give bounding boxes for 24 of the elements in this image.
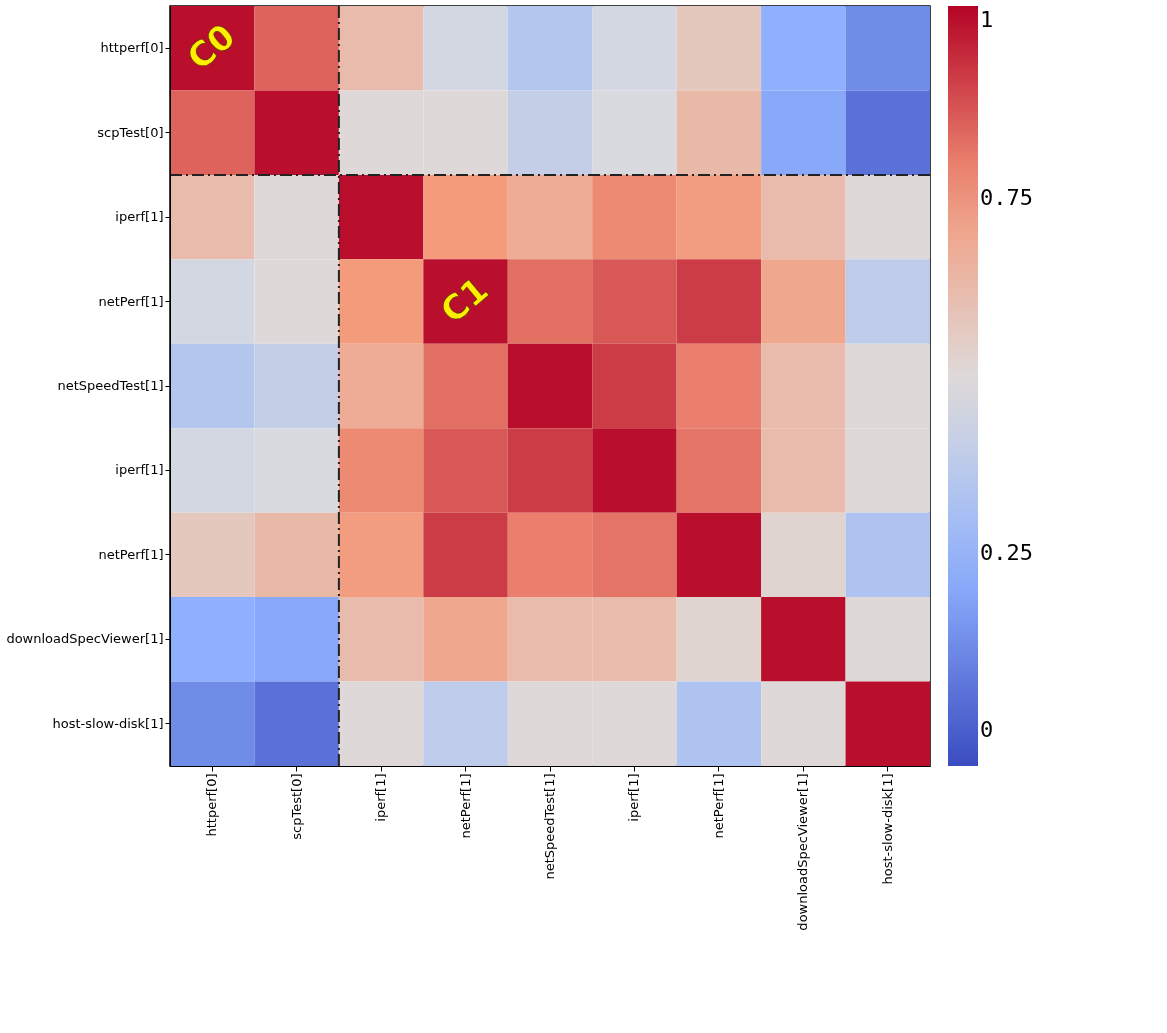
x-tick-label: netPerf[1] — [710, 773, 726, 839]
color-bar-label: 0.75 — [980, 184, 1033, 210]
x-tick-label: host-slow-disk[1] — [879, 773, 895, 885]
annotation: C0 — [179, 15, 243, 78]
y-tick-label: httperf[0] — [100, 40, 164, 56]
y-tick-label: netPerf[1] — [98, 546, 164, 562]
y-tick-label: netSpeedTest[1] — [57, 378, 164, 393]
x-tick-label: netPerf[1] — [457, 773, 473, 839]
color-bar-label: 1 — [980, 7, 994, 33]
x-tick-label: httperf[0] — [204, 773, 220, 837]
x-tick-label: iperf[1] — [373, 773, 389, 822]
y-tick-label: scpTest[0] — [97, 124, 164, 140]
y-tick-label: iperf[1] — [115, 462, 164, 478]
x-tick-label: downloadSpecViewer[1] — [795, 773, 811, 931]
x-tick-label: netSpeedTest[1] — [542, 773, 557, 880]
color-bar-label: 0.25 — [980, 539, 1033, 565]
color-bar-label: 0 — [980, 717, 994, 743]
annotation: C1 — [432, 269, 496, 331]
y-tick-label: host-slow-disk[1] — [52, 715, 164, 731]
y-tick-label: iperf[1] — [115, 209, 164, 225]
x-tick-label: iperf[1] — [626, 773, 642, 822]
y-tick-label: netPerf[1] — [98, 293, 164, 309]
y-tick-label: downloadSpecViewer[1] — [6, 631, 164, 647]
x-tick-label: scpTest[0] — [288, 773, 304, 840]
